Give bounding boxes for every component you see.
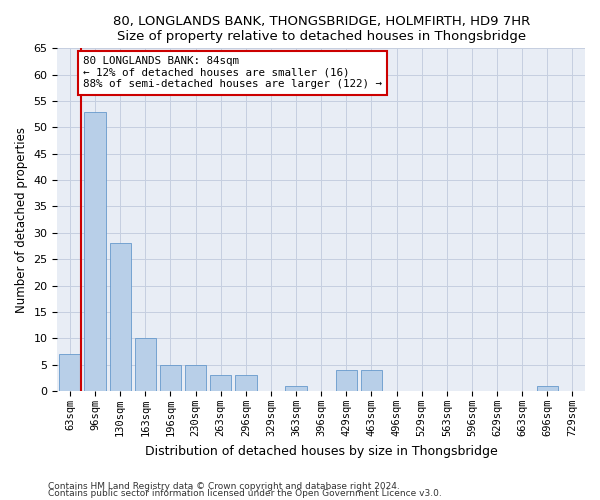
Bar [286, 386, 307, 391]
X-axis label: Distribution of detached houses by size in Thongsbridge: Distribution of detached houses by size … [145, 444, 497, 458]
Bar [235, 375, 257, 391]
Bar [59, 354, 80, 391]
Text: 80 LONGLANDS BANK: 84sqm
← 12% of detached houses are smaller (16)
88% of semi-d: 80 LONGLANDS BANK: 84sqm ← 12% of detach… [83, 56, 382, 90]
Bar [361, 370, 382, 391]
Text: Contains HM Land Registry data © Crown copyright and database right 2024.: Contains HM Land Registry data © Crown c… [48, 482, 400, 491]
Bar [134, 338, 156, 391]
Y-axis label: Number of detached properties: Number of detached properties [15, 126, 28, 312]
Text: Contains public sector information licensed under the Open Government Licence v3: Contains public sector information licen… [48, 490, 442, 498]
Bar [335, 370, 357, 391]
Title: 80, LONGLANDS BANK, THONGSBRIDGE, HOLMFIRTH, HD9 7HR
Size of property relative t: 80, LONGLANDS BANK, THONGSBRIDGE, HOLMFI… [113, 15, 530, 43]
Bar [185, 364, 206, 391]
Bar [160, 364, 181, 391]
Bar [110, 244, 131, 391]
Bar [210, 375, 232, 391]
Bar [85, 112, 106, 391]
Bar [536, 386, 558, 391]
